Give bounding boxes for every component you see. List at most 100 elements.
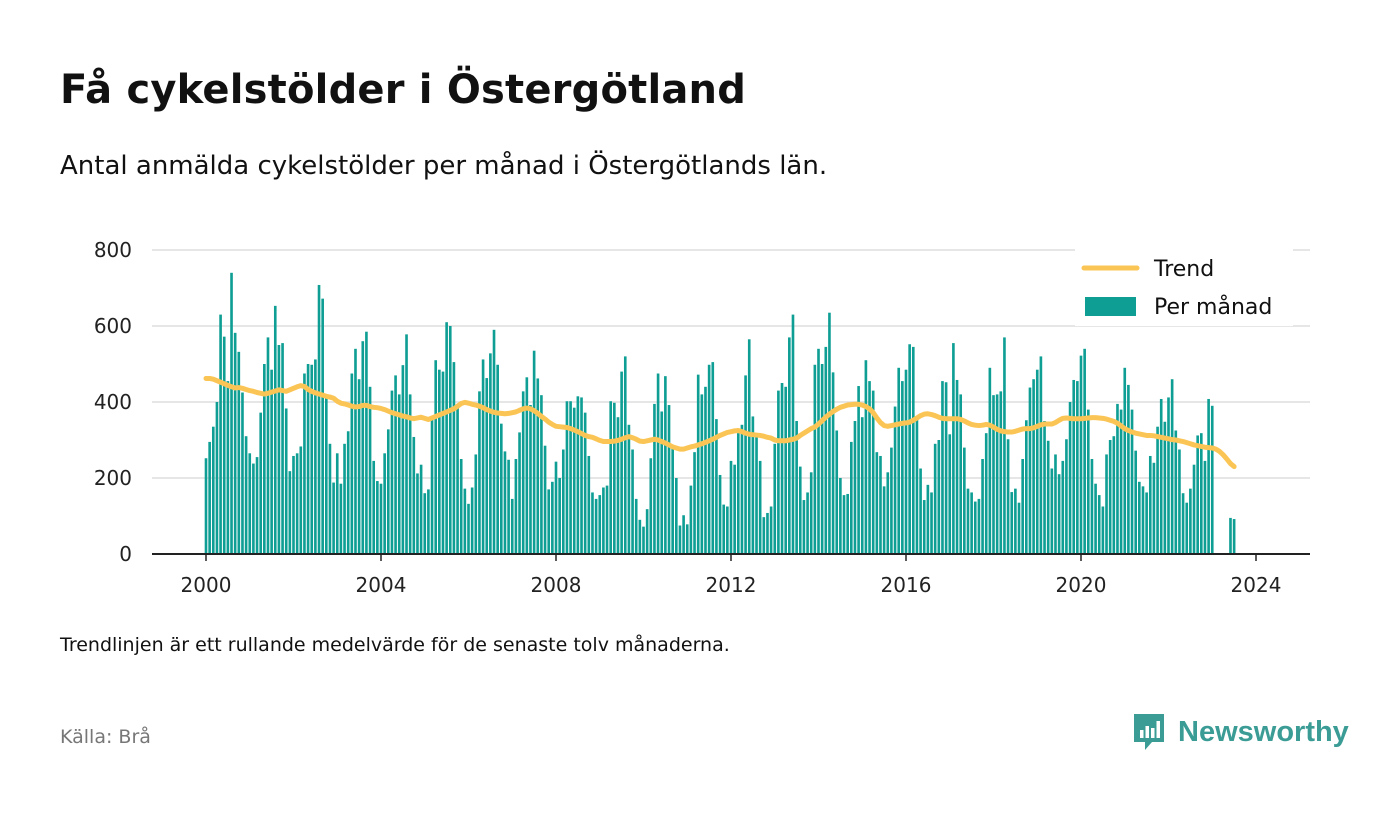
newsworthy-logo: Newsworthy <box>1132 712 1349 752</box>
x-tick-label-2000: 2000 <box>181 573 232 597</box>
source-label: Källa: Brå <box>60 726 151 748</box>
bar-month-143 <box>726 506 729 554</box>
bar-month-66 <box>445 322 448 554</box>
bar-month-32 <box>321 298 324 554</box>
bar-month-103 <box>580 397 583 554</box>
bar-month-87 <box>521 391 525 554</box>
bar-month-6 <box>226 381 230 554</box>
bar-month-47 <box>376 481 379 554</box>
bar-month-14 <box>255 457 259 554</box>
bar-month-135 <box>696 374 700 554</box>
bar-month-160 <box>788 337 791 554</box>
y-tick-label-800: 800 <box>94 238 132 262</box>
bar-month-106 <box>591 492 594 554</box>
bar-month-141 <box>718 474 722 554</box>
bar-month-136 <box>700 394 704 554</box>
bar-month-233 <box>1054 454 1057 554</box>
bar-month-25 <box>295 453 299 554</box>
bar-month-79 <box>492 329 496 554</box>
bar-month-201 <box>937 440 941 554</box>
bar-month-227 <box>1032 379 1035 554</box>
bar-month-180 <box>860 417 864 554</box>
bar-month-176 <box>846 493 849 554</box>
bar-month-237 <box>1068 402 1072 554</box>
bar-month-94 <box>547 489 551 554</box>
bar-month-173 <box>835 430 839 554</box>
bar-month-256 <box>1138 481 1141 554</box>
bar-month-51 <box>390 390 394 554</box>
bar-month-132 <box>685 524 689 554</box>
bar-month-202 <box>941 381 944 554</box>
bar-month-108 <box>598 495 602 554</box>
bar-month-29 <box>310 364 314 554</box>
bar-month-151 <box>755 436 758 554</box>
bar-month-70 <box>459 459 463 554</box>
bar-month-10 <box>241 392 244 554</box>
bar-month-4 <box>219 314 222 554</box>
bar-month-100 <box>569 401 572 554</box>
bar-month-230 <box>1043 421 1046 554</box>
bar-month-195 <box>915 417 919 554</box>
x-tick-label-2008: 2008 <box>531 573 582 597</box>
bar-month-215 <box>988 367 992 554</box>
bar-month-97 <box>558 478 561 554</box>
bar-month-254 <box>1130 409 1134 554</box>
bar-month-167 <box>813 364 817 554</box>
bar-month-234 <box>1057 474 1061 554</box>
trend-series <box>203 375 1237 470</box>
bar-month-208 <box>963 447 966 554</box>
bar-month-204 <box>948 434 952 554</box>
bar-month-21 <box>281 343 284 554</box>
bar-month-217 <box>995 394 999 554</box>
bar-month-275 <box>1207 398 1210 554</box>
bar-month-9 <box>237 351 241 554</box>
bar-month-252 <box>1123 367 1127 554</box>
bar-month-250 <box>1116 403 1119 554</box>
legend: Trend Per månad <box>1075 246 1293 326</box>
bar-month-232 <box>1050 468 1054 554</box>
bar-month-111 <box>609 401 613 554</box>
bar-month-246 <box>1101 506 1105 554</box>
bar-month-238 <box>1072 379 1076 554</box>
bar-month-28 <box>306 364 310 554</box>
bar-month-74 <box>474 454 478 554</box>
bar-month-200 <box>933 443 937 554</box>
bar-month-187 <box>886 472 890 554</box>
bar-month-57 <box>412 436 416 554</box>
bar-series <box>204 272 1236 554</box>
bar-month-261 <box>1156 426 1159 554</box>
bar-month-221 <box>1010 492 1014 554</box>
bar-month-269 <box>1185 502 1189 554</box>
bar-month-88 <box>525 377 529 554</box>
legend-bars-label: Per månad <box>1154 294 1272 320</box>
bar-month-18 <box>270 369 273 554</box>
bar-month-109 <box>602 487 605 554</box>
bar-month-41 <box>354 348 357 554</box>
bar-month-77 <box>485 378 489 554</box>
bar-month-138 <box>707 364 711 554</box>
bar-month-102 <box>576 396 580 554</box>
bar-month-119 <box>638 519 642 554</box>
bar-month-211 <box>973 501 977 554</box>
bar-month-117 <box>631 449 634 554</box>
bar-month-27 <box>303 373 306 554</box>
bar-month-244 <box>1094 483 1097 554</box>
bar-month-93 <box>543 445 547 554</box>
bar-month-273 <box>1200 433 1203 554</box>
bar-month-225 <box>1025 420 1028 554</box>
bar-month-22 <box>284 408 288 554</box>
bar-month-56 <box>408 394 412 554</box>
bar-month-20 <box>277 345 281 554</box>
bar-month-83 <box>507 459 510 554</box>
bar-month-163 <box>798 466 802 554</box>
bar-month-171 <box>828 312 831 554</box>
bar-month-101 <box>572 407 576 554</box>
bar-month-191 <box>901 381 904 554</box>
x-tick-label-2020: 2020 <box>1056 573 1107 597</box>
bar-month-170 <box>824 346 828 554</box>
bar-month-226 <box>1028 387 1032 554</box>
bar-month-96 <box>554 461 558 554</box>
chart-subtitle: Antal anmälda cykelstölder per månad i Ö… <box>60 151 828 181</box>
legend-bars-swatch <box>1085 297 1136 316</box>
bar-month-63 <box>434 360 438 554</box>
